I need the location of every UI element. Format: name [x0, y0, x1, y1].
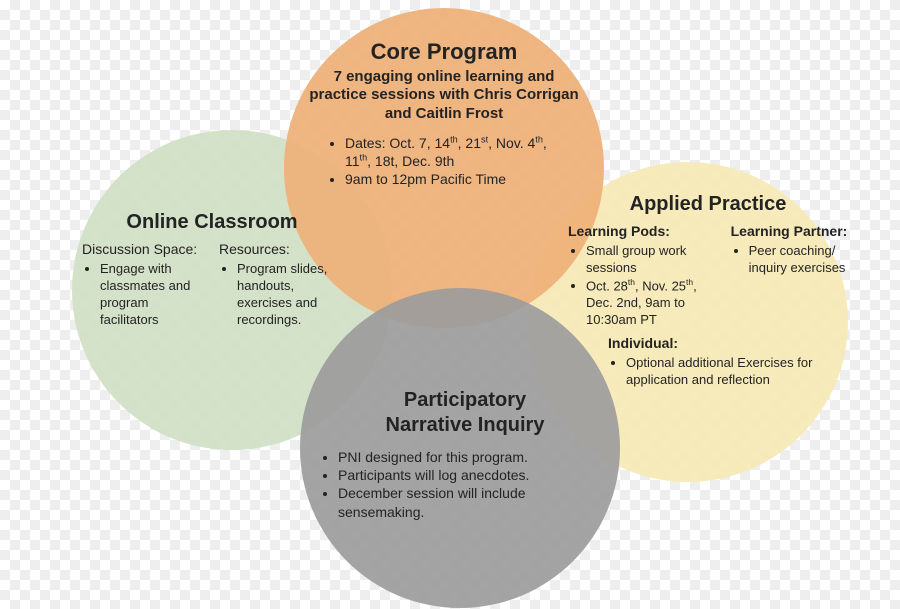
applied-practice-title: Applied Practice [568, 192, 848, 217]
applied-col1-head: Learning Pods: [568, 223, 721, 239]
online-classroom-block: Online Classroom Discussion Space: Engag… [82, 210, 342, 329]
applied-col3-bullets: Optional additional Exercises for applic… [608, 355, 848, 389]
online-col2-head: Resources: [219, 241, 342, 257]
applied-col2-head: Learning Partner: [731, 223, 848, 239]
online-classroom-title: Online Classroom [82, 210, 342, 235]
bullet: PNI designed for this program. [338, 448, 610, 466]
bullet: Program slides, handouts, exercises and … [237, 261, 342, 329]
venn-diagram: Core Program 7 engaging online learning … [0, 0, 900, 609]
pni-block: Participatory Narrative Inquiry PNI desi… [320, 388, 610, 521]
bullet: Dates: Oct. 7, 14th, 21st, Nov. 4th, 11t… [345, 134, 569, 170]
bullet: Small group work sessions [586, 243, 721, 277]
bullet: Participants will log anecdotes. [338, 466, 610, 484]
online-col1-head: Discussion Space: [82, 241, 205, 257]
bullet: Oct. 28th, Nov. 25th, Dec. 2nd, 9am to 1… [586, 277, 721, 329]
bullet: Peer coaching/ inquiry exercises [749, 243, 848, 277]
core-program-subtitle: 7 engaging online learning and practice … [309, 68, 579, 124]
core-program-bullets: Dates: Oct. 7, 14th, 21st, Nov. 4th, 11t… [327, 134, 569, 189]
bullet: 9am to 12pm Pacific Time [345, 170, 569, 188]
bullet: Engage with classmates and program facil… [100, 261, 205, 329]
applied-col3-head: Individual: [608, 335, 848, 351]
online-col2-bullets: Program slides, handouts, exercises and … [219, 261, 342, 329]
core-program-block: Core Program 7 engaging online learning … [309, 38, 579, 188]
pni-title: Participatory Narrative Inquiry [320, 388, 610, 438]
pni-bullets: PNI designed for this program.Participan… [320, 448, 610, 521]
applied-practice-block: Applied Practice Learning Pods: Small gr… [568, 192, 848, 389]
core-program-title: Core Program [309, 38, 579, 66]
bullet: December session will include sensemakin… [338, 484, 610, 520]
online-col1-bullets: Engage with classmates and program facil… [82, 261, 205, 329]
bullet: Optional additional Exercises for applic… [626, 355, 848, 389]
applied-col1-bullets: Small group work sessionsOct. 28th, Nov.… [568, 243, 721, 329]
applied-col2-bullets: Peer coaching/ inquiry exercises [731, 243, 848, 277]
